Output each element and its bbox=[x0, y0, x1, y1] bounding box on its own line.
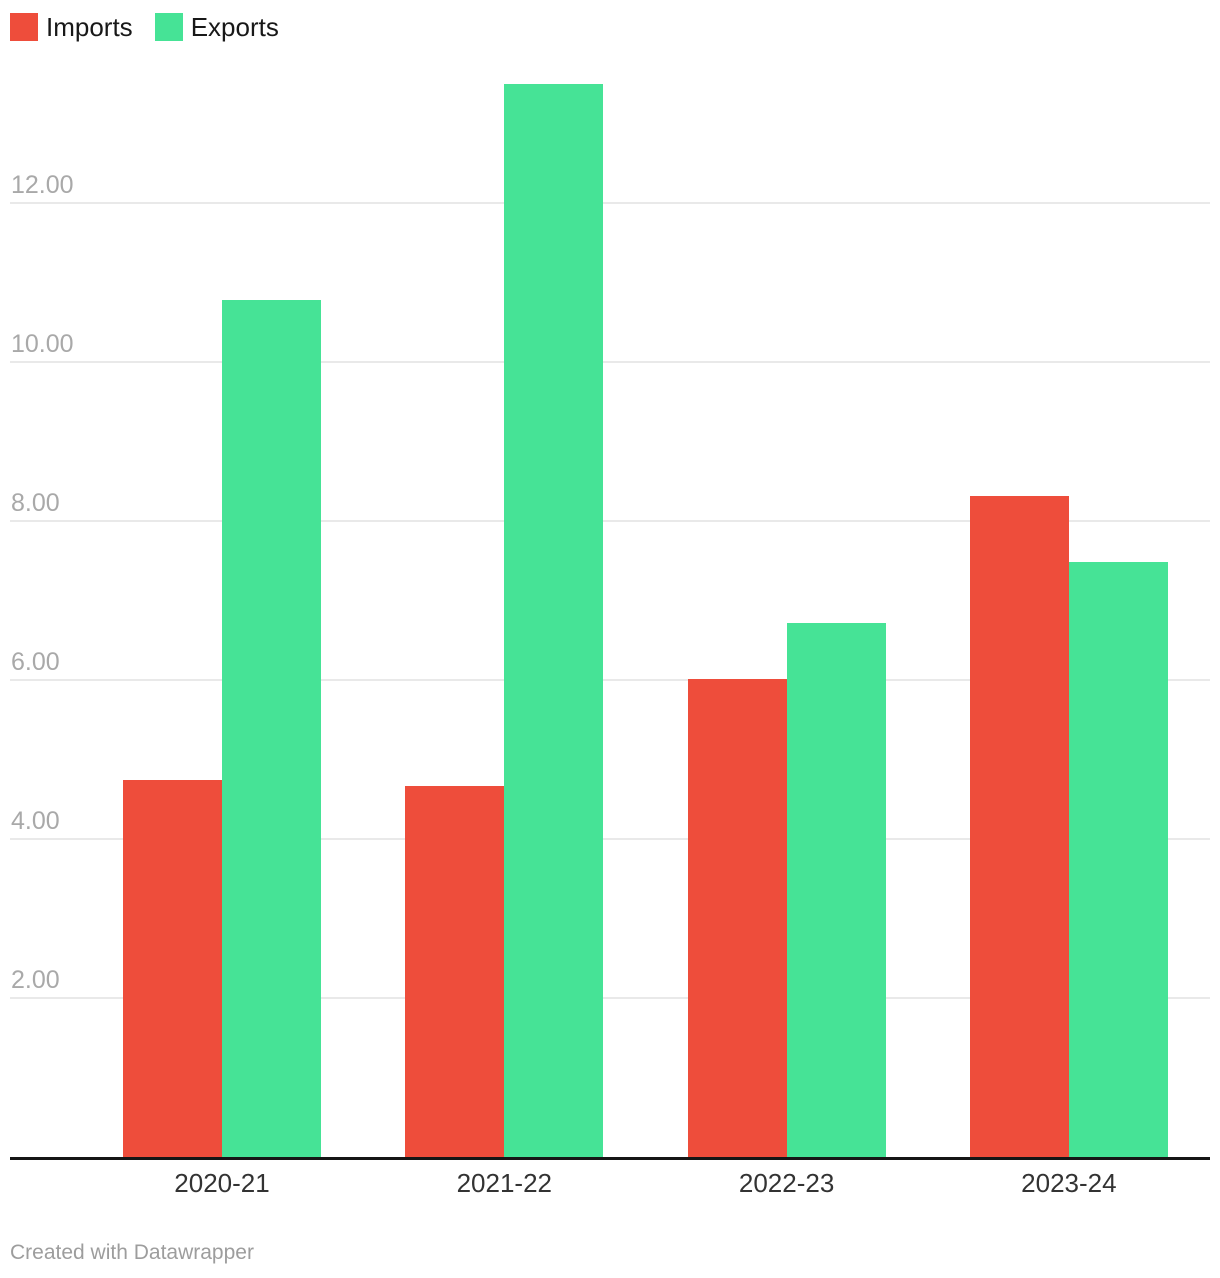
x-axis-baseline bbox=[10, 1157, 1210, 1160]
bar-exports-2020-21[interactable] bbox=[222, 300, 321, 1157]
y-tick-label: 10.00 bbox=[11, 330, 74, 358]
gridline-y-8 bbox=[10, 520, 1210, 522]
bar-imports-2020-21[interactable] bbox=[123, 780, 222, 1157]
legend-swatch-imports bbox=[10, 13, 38, 41]
legend: Imports Exports bbox=[10, 13, 279, 41]
legend-label: Exports bbox=[190, 12, 279, 42]
legend-item-exports: Exports bbox=[154, 12, 279, 42]
bar-exports-2021-22[interactable] bbox=[504, 83, 604, 1157]
plot-area: 2.00 4.00 6.00 8.00 10.00 12.00 bbox=[10, 44, 1210, 1160]
gridline-y-12 bbox=[10, 202, 1210, 204]
legend-item-imports: Imports bbox=[10, 13, 133, 41]
y-tick-label: 12.00 bbox=[11, 171, 74, 199]
x-tick-label-2021-22: 2021-22 bbox=[456, 1168, 552, 1198]
bar-imports-2023-24[interactable] bbox=[969, 496, 1069, 1157]
legend-swatch-exports bbox=[154, 13, 183, 41]
y-tick-label: 6.00 bbox=[11, 648, 60, 676]
gridline-y-6 bbox=[10, 679, 1210, 681]
gridline-y-4 bbox=[10, 838, 1210, 840]
x-tick-label-2020-21: 2020-21 bbox=[174, 1168, 270, 1198]
y-tick-label: 4.00 bbox=[11, 807, 60, 835]
x-tick-label-2022-23: 2022-23 bbox=[738, 1168, 835, 1198]
gridline-y-2 bbox=[10, 997, 1210, 999]
legend-label: Imports bbox=[46, 12, 133, 42]
bar-imports-2021-22[interactable] bbox=[405, 785, 505, 1157]
x-tick-label-2023-24: 2023-24 bbox=[1021, 1168, 1117, 1198]
bar-exports-2023-24[interactable] bbox=[1068, 562, 1168, 1157]
bar-imports-2022-23[interactable] bbox=[687, 679, 787, 1157]
datawrapper-credit-link[interactable]: Created with Datawrapper bbox=[10, 1241, 254, 1264]
gridline-y-10 bbox=[10, 361, 1210, 363]
bar-exports-2022-23[interactable] bbox=[786, 622, 886, 1157]
y-tick-label: 8.00 bbox=[11, 489, 60, 517]
y-tick-label: 2.00 bbox=[11, 966, 60, 994]
